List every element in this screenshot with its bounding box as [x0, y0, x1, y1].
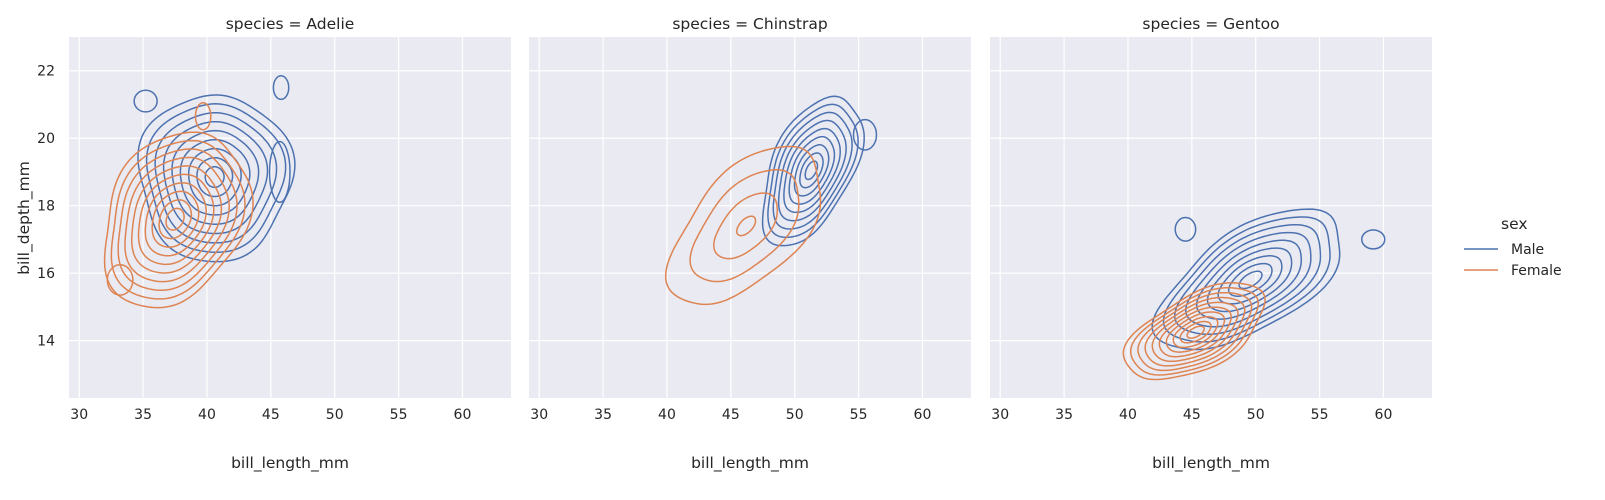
- contour-group: [103, 75, 296, 309]
- contour-line-male: [788, 135, 836, 205]
- x-tick-label: 30: [991, 407, 1009, 423]
- contour-line-female: [103, 131, 254, 309]
- x-tick-label: 30: [530, 407, 548, 423]
- contour-line-female: [1137, 291, 1253, 372]
- contour-line-female: [735, 215, 757, 237]
- x-tick-label: 45: [1183, 407, 1201, 423]
- contour-line-female: [144, 182, 207, 257]
- y-tick-label: 20: [37, 131, 55, 147]
- contour-line-female: [1144, 296, 1246, 367]
- contour-line-female: [1186, 325, 1205, 339]
- y-tick-label: 16: [37, 266, 55, 282]
- contour-line-female: [130, 165, 223, 274]
- contour-line-male: [783, 127, 841, 214]
- contour-line-female: [117, 148, 238, 292]
- contour-line-male: [1227, 262, 1273, 297]
- x-tick-label: 45: [262, 407, 280, 423]
- x-tick-label: 40: [658, 407, 676, 423]
- legend-label-female: Female: [1511, 263, 1562, 279]
- contour-line-female: [1129, 287, 1260, 376]
- contour-line-female: [1158, 306, 1232, 358]
- contour-line-female: [137, 173, 215, 266]
- contour-line-male: [137, 94, 296, 263]
- x-tick-label: 60: [1375, 407, 1393, 423]
- panel-1: 30 35 40 45 50 55 60 14 16 18 20 22 species = Adelie…: [37, 15, 511, 473]
- x-tick-label: 55: [390, 407, 408, 423]
- panel-title: species = Adelie: [226, 15, 355, 33]
- panel-2: 30 35 40 45 50 55 60 species = Chinstrap bill_le…: [529, 15, 971, 473]
- x-tick-label: 50: [1247, 407, 1265, 423]
- x-axis-label: bill_length_mm: [231, 454, 349, 473]
- panel-title: species = Chinstrap: [672, 15, 827, 33]
- contour-line-male: [1173, 224, 1322, 336]
- x-tick-label: 50: [326, 407, 344, 423]
- x-tick-label: 30: [70, 407, 88, 423]
- contour-line-female: [1179, 320, 1212, 344]
- contour-line-male: [204, 166, 225, 189]
- x-tick-label: 35: [594, 407, 612, 423]
- contour-line-female: [158, 199, 193, 240]
- contour-group: [664, 95, 878, 306]
- contour-line-male: [767, 103, 859, 239]
- contour-line-male: [179, 138, 251, 216]
- contour-line-female: [1151, 301, 1239, 363]
- legend-title: sex: [1501, 215, 1528, 233]
- y-axis-label: bill_depth_mm: [15, 161, 34, 275]
- panel-background: [529, 37, 971, 398]
- contour-island-male: [268, 140, 291, 204]
- x-tick-label: 45: [722, 407, 740, 423]
- contour-island-female: [106, 263, 134, 296]
- panel-background: [69, 37, 511, 398]
- x-tick-label: 40: [198, 407, 216, 423]
- contour-line-male: [187, 147, 242, 207]
- legend: sex Male Female: [1464, 215, 1562, 279]
- contour-island-male: [133, 89, 158, 113]
- contour-island-male: [1360, 229, 1386, 250]
- contour-island-male: [272, 75, 290, 101]
- contour-line-female: [1165, 311, 1226, 353]
- contour-island-male: [852, 118, 878, 151]
- y-tick-label: 18: [37, 199, 55, 215]
- x-tick-label: 60: [914, 407, 932, 423]
- contour-line-female: [151, 190, 200, 248]
- x-tick-label: 60: [454, 407, 472, 423]
- x-tick-label: 35: [134, 407, 152, 423]
- y-tick-label: 14: [37, 334, 55, 350]
- contour-line-male: [196, 156, 234, 198]
- x-tick-label: 55: [850, 407, 868, 423]
- contour-line-male: [761, 95, 865, 247]
- legend-label-male: Male: [1511, 242, 1544, 258]
- contour-line-female: [689, 169, 800, 283]
- contour-line-male: [1151, 208, 1341, 351]
- contour-line-male: [1238, 270, 1263, 290]
- x-tick-label: 40: [1119, 407, 1137, 423]
- contour-island-female: [194, 102, 212, 131]
- contour-line-male: [793, 144, 830, 197]
- contour-island-male: [1174, 216, 1197, 242]
- contour-line-male: [1217, 255, 1283, 305]
- panel-background: [990, 37, 1432, 398]
- x-axis-label: bill_length_mm: [691, 454, 809, 473]
- contour-line-male: [1195, 239, 1303, 320]
- contour-line-female: [1122, 282, 1266, 381]
- y-tick-label: 22: [37, 64, 55, 80]
- x-tick-label: 55: [1311, 407, 1329, 423]
- panels-layer: 30 35 40 45 50 55 60 14 16 18 20 22 species = Adelie…: [37, 15, 1432, 473]
- contour-line-female: [664, 145, 822, 306]
- contour-line-male: [777, 119, 847, 222]
- x-tick-label: 50: [786, 407, 804, 423]
- contour-line-female: [713, 192, 779, 260]
- panel-3: 30 35 40 45 50 55 60 species = Gentoo bill_lengt…: [990, 15, 1432, 473]
- contour-line-male: [145, 103, 287, 253]
- contour-line-female: [124, 156, 230, 283]
- panel-title: species = Gentoo: [1142, 15, 1279, 33]
- contour-group: [1122, 208, 1386, 381]
- contour-line-female: [165, 207, 185, 231]
- contour-line-female: [110, 139, 246, 300]
- x-tick-label: 35: [1055, 407, 1073, 423]
- x-axis-label: bill_length_mm: [1152, 454, 1270, 473]
- contour-line-female: [1172, 316, 1219, 349]
